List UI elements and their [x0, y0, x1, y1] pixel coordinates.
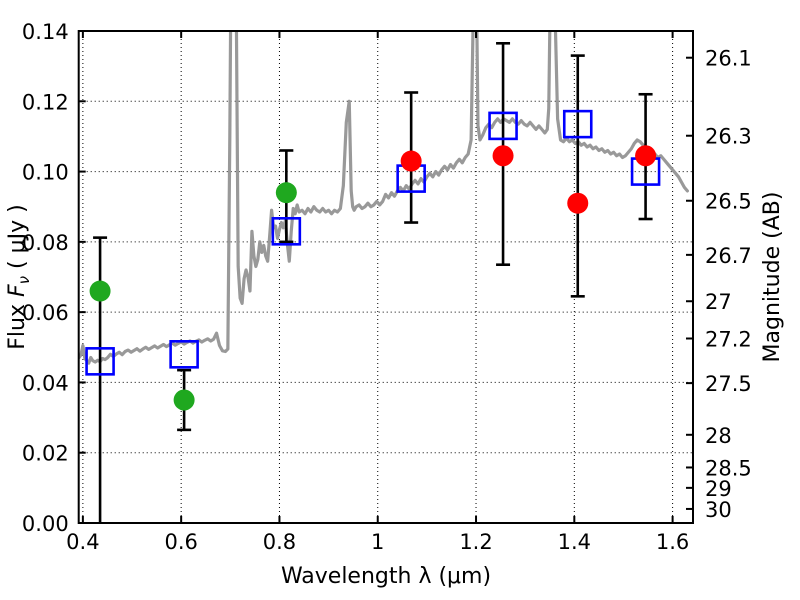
y-tick-label: 0.12 — [22, 90, 69, 114]
ylabel-nu-sub: ν — [15, 276, 33, 284]
ylabel-flux: Flux — [5, 297, 30, 350]
data-point-marker — [635, 145, 657, 167]
data-point-marker — [400, 150, 422, 172]
right-tick-label: 30 — [705, 498, 732, 522]
y-tick-label: 0.06 — [22, 301, 69, 325]
right-tick-label: 26.3 — [705, 125, 752, 149]
model-square-marker — [271, 217, 302, 246]
data-point-marker — [492, 145, 514, 167]
ylabel-fnu: F — [5, 284, 30, 297]
y-tick-label: 0.10 — [22, 161, 69, 185]
model-square-marker — [169, 340, 199, 369]
right-tick-label: 26.1 — [705, 47, 752, 71]
y-tick-label: 0.00 — [22, 512, 69, 536]
right-tick-label: 28 — [705, 424, 732, 448]
model-square-marker — [85, 347, 115, 376]
x-tick-label: 1.6 — [656, 530, 689, 554]
x-tick-label: 0.8 — [263, 530, 296, 554]
data-point-marker — [173, 389, 195, 411]
right-tick-label: 27.2 — [705, 328, 752, 352]
y-axis-title-left: Flux Fν ( μJy ) — [5, 204, 33, 349]
observed-photometry-points — [89, 145, 657, 411]
x-tick-label: 1.2 — [459, 530, 492, 554]
x-tick-label: 1.4 — [558, 530, 591, 554]
x-tick-label: 1 — [371, 530, 384, 554]
x-tick-label: 0.6 — [164, 530, 197, 554]
y-tick-label: 0.02 — [22, 442, 69, 466]
right-tick-label: 26.5 — [705, 190, 752, 214]
y-tick-label: 0.14 — [22, 20, 69, 44]
model-square-marker — [488, 111, 518, 141]
right-tick-label: 28.5 — [705, 456, 752, 480]
x-axis-title: Wavelength λ (μm) — [281, 564, 491, 589]
model-photometry-squares — [85, 109, 661, 376]
right-tick-label: 27 — [705, 290, 732, 314]
data-point-marker — [89, 280, 111, 302]
x-axis-ticks: 0.4 0.6 0.8 1 1.2 1.4 1.6 — [66, 31, 689, 554]
y-tick-label: 0.08 — [22, 231, 69, 255]
ylabel-units: ( μJy ) — [5, 204, 30, 276]
data-point-marker — [567, 192, 589, 214]
axes-frame — [77, 30, 694, 524]
y-axis-ticks-left: 0.00 0.02 0.04 0.06 0.08 0.10 0.12 0.14 — [22, 20, 86, 536]
right-tick-label: 26.7 — [705, 244, 752, 268]
right-tick-label: 27.5 — [705, 372, 752, 396]
y-tick-label: 0.04 — [22, 371, 69, 395]
y-axis-title-right: Magnitude (AB) — [760, 192, 785, 363]
data-point-marker — [275, 182, 297, 204]
model-square-marker — [562, 109, 593, 139]
right-tick-label: 29 — [705, 477, 732, 501]
x-tick-label: 0.4 — [66, 530, 99, 554]
